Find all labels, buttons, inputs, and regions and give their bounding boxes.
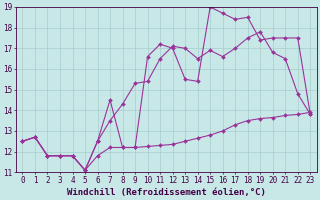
X-axis label: Windchill (Refroidissement éolien,°C): Windchill (Refroidissement éolien,°C): [67, 188, 266, 197]
